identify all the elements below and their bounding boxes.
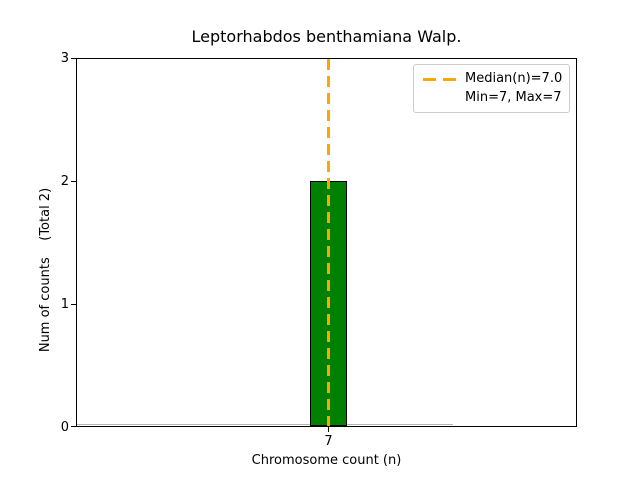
y-tick-label-3: 3	[60, 51, 69, 66]
median-dashed-line-icon	[423, 77, 456, 81]
y-tick-mark-3	[71, 58, 76, 59]
legend-entry-minmax: Min=7, Max=7	[423, 90, 562, 106]
legend-entry-median: Median(n)=7.0	[423, 71, 563, 87]
x-axis-label: Chromosome count (n)	[251, 453, 402, 468]
x-tick-mark-7	[328, 427, 329, 432]
y-tick-mark-2	[71, 181, 76, 182]
y-axis-label: Num of counts (Total 2)	[38, 187, 53, 353]
legend-marker-empty	[423, 97, 456, 100]
plot-area: Median(n)=7.0 Min=7, Max=7	[76, 58, 577, 427]
y-tick-label-2: 2	[60, 174, 69, 189]
y-tick-mark-0	[71, 426, 76, 427]
x-tick-label-7: 7	[324, 434, 333, 449]
legend-label-median: Median(n)=7.0	[465, 71, 563, 86]
y-tick-label-0: 0	[60, 420, 69, 435]
zero-line	[77, 424, 453, 425]
legend: Median(n)=7.0 Min=7, Max=7	[413, 64, 570, 113]
y-tick-mark-1	[71, 304, 76, 305]
chart-title: Leptorhabdos benthamiana Walp.	[191, 27, 462, 46]
legend-label-minmax: Min=7, Max=7	[465, 90, 562, 105]
median-line	[327, 59, 330, 426]
y-tick-label-1: 1	[60, 297, 69, 312]
